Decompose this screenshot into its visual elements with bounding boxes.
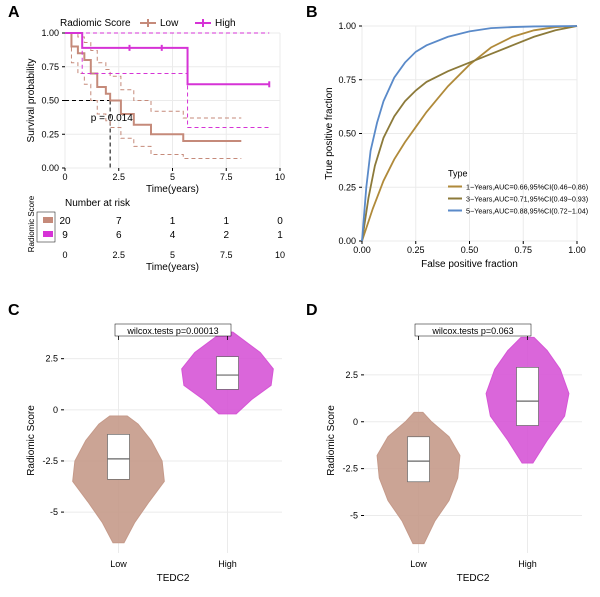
svg-text:1: 1 (277, 230, 283, 241)
svg-text:2.5: 2.5 (45, 354, 58, 364)
svg-text:1.00: 1.00 (568, 245, 586, 255)
svg-text:7.5: 7.5 (220, 172, 233, 182)
svg-text:Radiomic Score: Radiomic Score (60, 18, 131, 29)
panel-a-label: A (8, 4, 20, 22)
panel-b-chart: 0.00 0.25 0.50 0.75 1.00 0.00 0.25 0.50 0.75 1.00… (320, 8, 595, 298)
svg-text:7: 7 (116, 216, 122, 227)
svg-text:Time(years): Time(years) (146, 184, 199, 195)
svg-text:High: High (518, 559, 537, 569)
svg-text:0.25: 0.25 (41, 129, 59, 139)
panel-c-chart: -5 -2.5 0 2.5 Low High TEDC2 Radiomic Score wilc… (20, 310, 300, 592)
svg-text:TEDC2: TEDC2 (457, 573, 490, 584)
svg-text:0: 0 (53, 405, 58, 415)
svg-text:2: 2 (223, 230, 229, 241)
svg-text:0.25: 0.25 (407, 245, 425, 255)
svg-text:1: 1 (223, 216, 229, 227)
svg-text:Number at risk: Number at risk (65, 198, 131, 209)
svg-text:Radiomic Score: Radiomic Score (326, 405, 337, 476)
svg-text:5: 5 (170, 250, 175, 260)
svg-text:1.00: 1.00 (338, 21, 356, 31)
svg-text:0.75: 0.75 (41, 62, 59, 72)
svg-text:Radiomic Score: Radiomic Score (26, 405, 37, 476)
svg-text:4: 4 (170, 230, 176, 241)
panel-d-label: D (306, 302, 318, 320)
svg-text:p = 0.014: p = 0.014 (91, 113, 133, 124)
svg-text:0.50: 0.50 (461, 245, 479, 255)
svg-text:20: 20 (59, 216, 71, 227)
svg-text:7.5: 7.5 (220, 250, 233, 260)
svg-text:2.5: 2.5 (112, 250, 125, 260)
svg-text:9: 9 (62, 230, 68, 241)
svg-text:1.00: 1.00 (41, 28, 59, 38)
svg-text:Survival probability: Survival probability (26, 59, 37, 143)
svg-text:0.00: 0.00 (41, 163, 59, 173)
svg-text:0.00: 0.00 (353, 245, 371, 255)
svg-text:0.75: 0.75 (514, 245, 532, 255)
svg-text:TEDC2: TEDC2 (157, 573, 190, 584)
svg-text:High: High (218, 559, 237, 569)
panel-b-label: B (306, 4, 318, 22)
svg-text:2.5: 2.5 (345, 370, 358, 380)
svg-text:wilcox.tests p=0.063: wilcox.tests p=0.063 (431, 326, 513, 336)
svg-text:Low: Low (410, 559, 427, 569)
svg-text:3−Years,AUC=0.71,95%CI(0.49−0.: 3−Years,AUC=0.71,95%CI(0.49−0.93) (466, 195, 588, 204)
svg-text:High: High (215, 18, 236, 29)
svg-text:wilcox.tests p=0.00013: wilcox.tests p=0.00013 (126, 326, 218, 336)
svg-text:2.5: 2.5 (112, 172, 125, 182)
svg-text:0: 0 (62, 250, 67, 260)
svg-text:-5: -5 (50, 507, 58, 517)
svg-text:-2.5: -2.5 (42, 456, 58, 466)
svg-text:0.25: 0.25 (338, 182, 356, 192)
svg-text:0: 0 (62, 172, 67, 182)
svg-text:Time(years): Time(years) (146, 262, 199, 273)
svg-text:-5: -5 (350, 511, 358, 521)
svg-text:1−Years,AUC=0.66,95%CI(0.46−0.: 1−Years,AUC=0.66,95%CI(0.46−0.86) (466, 183, 588, 192)
panel-c-label: C (8, 302, 20, 320)
svg-text:Low: Low (160, 18, 179, 29)
svg-text:0: 0 (353, 417, 358, 427)
panel-a-chart: Radiomic ScoreLowHigh02.557.5100.000.250… (20, 8, 300, 298)
svg-text:0.00: 0.00 (338, 236, 356, 246)
svg-text:0.50: 0.50 (41, 96, 59, 106)
svg-text:Type: Type (448, 169, 468, 179)
svg-text:5−Years,AUC=0.88,95%CI(0.72−1.: 5−Years,AUC=0.88,95%CI(0.72−1.04) (466, 207, 588, 216)
svg-text:5: 5 (170, 172, 175, 182)
svg-text:10: 10 (275, 172, 285, 182)
svg-text:False positive fraction: False positive fraction (421, 259, 518, 270)
svg-text:Low: Low (110, 559, 127, 569)
panel-d-chart: -5 -2.5 0 2.5 Low High TEDC2 Radiomic Score wilc… (320, 310, 595, 592)
svg-text:0.75: 0.75 (338, 75, 356, 85)
svg-text:0: 0 (277, 216, 283, 227)
svg-text:True positive fraction: True positive fraction (324, 87, 335, 179)
svg-text:6: 6 (116, 230, 122, 241)
svg-text:10: 10 (275, 250, 285, 260)
svg-text:Radiomic Score: Radiomic Score (27, 195, 36, 252)
svg-text:-2.5: -2.5 (342, 464, 358, 474)
svg-text:1: 1 (170, 216, 176, 227)
svg-text:0.50: 0.50 (338, 129, 356, 139)
